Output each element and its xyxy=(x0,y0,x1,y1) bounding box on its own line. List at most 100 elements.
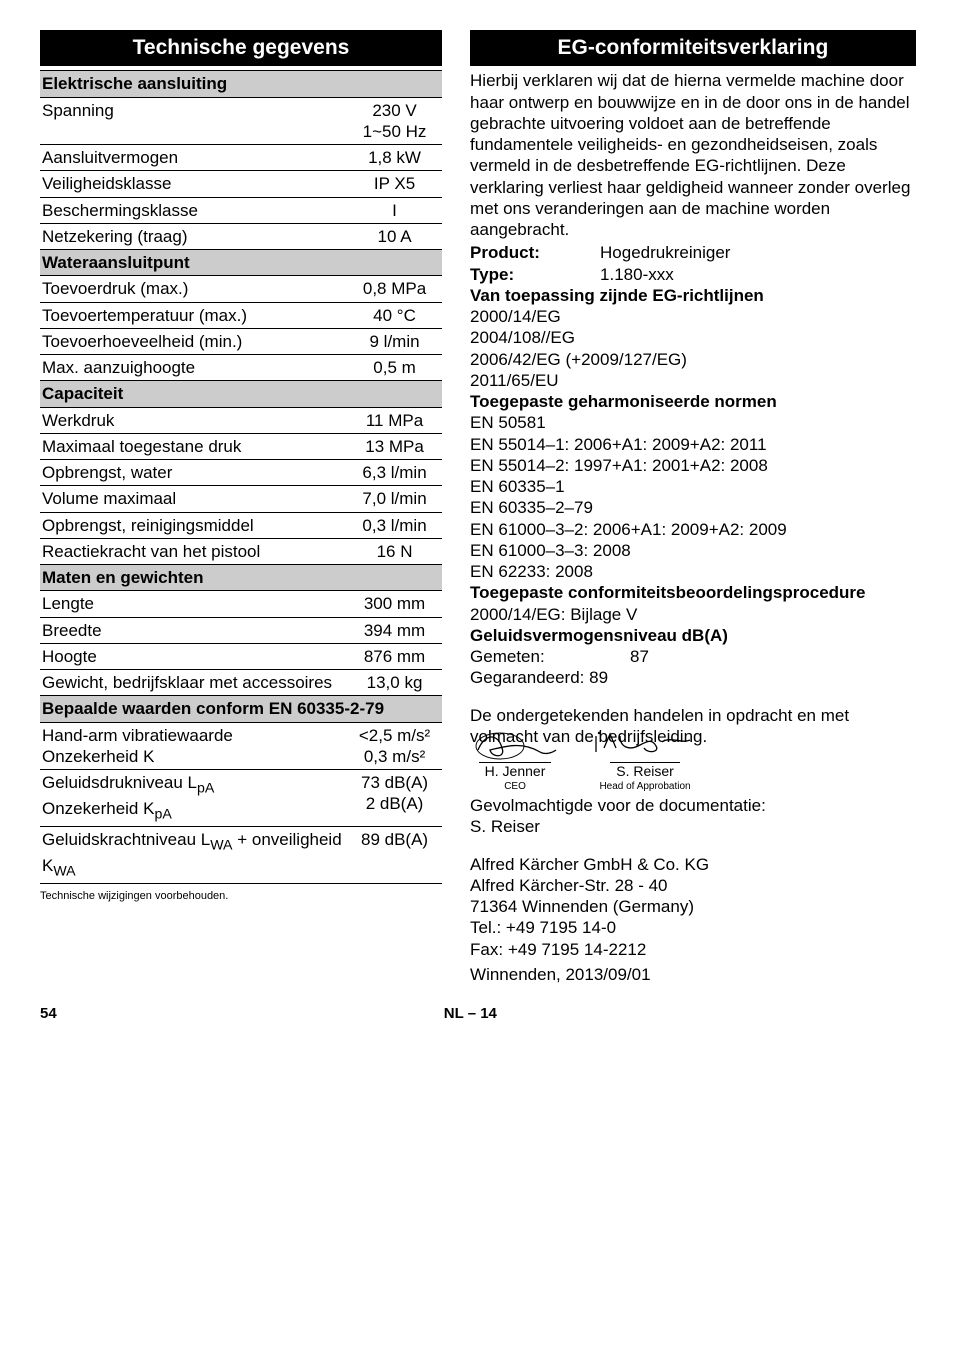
spec-row-label: Hoogte xyxy=(40,643,347,669)
list-item: EN 61000–3–3: 2008 xyxy=(470,540,916,561)
spec-row-label: Geluidsdrukniveau LpAOnzekerheid KpA xyxy=(40,770,347,827)
product-row: Product: Hogedrukreiniger xyxy=(470,242,916,263)
list-item: Fax: +49 7195 14-2212 xyxy=(470,939,916,960)
spec-row-value: I xyxy=(347,197,442,223)
spec-row-value: 73 dB(A)2 dB(A) xyxy=(347,770,442,827)
sound-measured-key: Gemeten: xyxy=(470,646,630,667)
signature-2-svg xyxy=(590,728,700,762)
list-item: 2011/65/EU xyxy=(470,370,916,391)
type-key: Type: xyxy=(470,264,600,285)
spec-row-value: 13,0 kg xyxy=(347,670,442,696)
spec-section-head: Wateraansluitpunt xyxy=(40,250,442,276)
spec-row-label: Lengte xyxy=(40,591,347,617)
spec-row-value: 16 N xyxy=(347,538,442,564)
company-block: Alfred Kärcher GmbH & Co. KGAlfred Kärch… xyxy=(470,854,916,960)
tech-footnote: Technische wijzigingen voorbehouden. xyxy=(40,890,442,904)
norms-head: Toegepaste geharmoniseerde normen xyxy=(470,391,916,412)
sound-measured-value: 87 xyxy=(630,646,649,667)
spec-row-label: Aansluitvermogen xyxy=(40,145,347,171)
spec-row-label: Volume maximaal xyxy=(40,486,347,512)
spec-row-label: Max. aanzuighoogte xyxy=(40,355,347,381)
spec-row-value: 40 °C xyxy=(347,302,442,328)
page-number: 54 xyxy=(40,1005,57,1024)
spec-row-value: 300 mm xyxy=(347,591,442,617)
list-item: EN 61000–3–2: 2006+A1: 2009+A2: 2009 xyxy=(470,519,916,540)
spec-row-value: 230 V1~50 Hz xyxy=(347,97,442,145)
spec-row-value: 394 mm xyxy=(347,617,442,643)
sound-head: Geluidsvermogensniveau dB(A) xyxy=(470,625,916,646)
directives-head: Van toepassing zijnde EG-richtlijnen xyxy=(470,285,916,306)
sig2-role: Head of Approbation xyxy=(599,781,690,794)
norms-list: EN 50581EN 55014–1: 2006+A1: 2009+A2: 20… xyxy=(470,412,916,582)
sig1-role: CEO xyxy=(504,781,526,794)
signature-2: S. Reiser Head of Approbation xyxy=(590,728,700,793)
list-item: EN 55014–1: 2006+A1: 2009+A2: 2011 xyxy=(470,434,916,455)
spec-section-head: Elektrische aansluiting xyxy=(40,71,442,97)
list-item: EN 50581 xyxy=(470,412,916,433)
auth-name: S. Reiser xyxy=(470,816,916,837)
spec-row-label: Opbrengst, reinigingsmiddel xyxy=(40,512,347,538)
spec-row-label: Toevoertemperatuur (max.) xyxy=(40,302,347,328)
page-mid: NL – 14 xyxy=(444,1005,497,1024)
type-row: Type: 1.180-xxx xyxy=(470,264,916,285)
spec-section-head: Bepaalde waarden conform EN 60335-2-79 xyxy=(40,696,442,722)
spec-table: Elektrische aansluitingSpanning230 V1~50… xyxy=(40,70,442,884)
page-footer: 54 NL – 14 xyxy=(40,1005,914,1024)
spec-row-value: 9 l/min xyxy=(347,328,442,354)
type-value: 1.180-xxx xyxy=(600,264,674,285)
spec-row-label: Gewicht, bedrijfsklaar met accessoires xyxy=(40,670,347,696)
list-item: EN 60335–2–79 xyxy=(470,497,916,518)
auth-text: Gevolmachtigde voor de documentatie: xyxy=(470,795,916,816)
sound-measured-row: Gemeten: 87 xyxy=(470,646,916,667)
intro-text: Hierbij verklaren wij dat de hierna verm… xyxy=(470,70,916,240)
signature-1-svg xyxy=(470,728,560,762)
conformity-head: Toegepaste conformiteitsbeoordelingsproc… xyxy=(470,582,916,603)
spec-row-label: Geluidskrachtniveau LWA + onveiligheid K… xyxy=(40,827,347,884)
spec-row-label: Toevoerhoeveelheid (min.) xyxy=(40,328,347,354)
spec-row-value: 6,3 l/min xyxy=(347,460,442,486)
spec-row-value: 1,8 kW xyxy=(347,145,442,171)
spec-section-head: Capaciteit xyxy=(40,381,442,407)
spec-row-value: 876 mm xyxy=(347,643,442,669)
spec-row-label: Netzekering (traag) xyxy=(40,223,347,249)
list-item: Alfred Kärcher GmbH & Co. KG xyxy=(470,854,916,875)
list-item: 2004/108//EG xyxy=(470,327,916,348)
spec-row-label: Toevoerdruk (max.) xyxy=(40,276,347,302)
spec-row-label: Spanning xyxy=(40,97,347,145)
spec-row-value: IP X5 xyxy=(347,171,442,197)
list-item: 71364 Winnenden (Germany) xyxy=(470,896,916,917)
spec-row-value: 0,5 m xyxy=(347,355,442,381)
left-section-title: Technische gegevens xyxy=(40,30,442,66)
list-item: Tel.: +49 7195 14-0 xyxy=(470,917,916,938)
spec-row-label: Beschermingsklasse xyxy=(40,197,347,223)
spec-row-value: 11 MPa xyxy=(347,407,442,433)
list-item: EN 62233: 2008 xyxy=(470,561,916,582)
sig2-name: S. Reiser xyxy=(610,762,680,781)
spec-section-head: Maten en gewichten xyxy=(40,565,442,591)
spec-row-label: Hand-arm vibratiewaardeOnzekerheid K xyxy=(40,722,347,770)
signature-row: H. Jenner CEO S. Reiser Head of Approbat… xyxy=(470,751,916,793)
spec-row-value: <2,5 m/s²0,3 m/s² xyxy=(347,722,442,770)
list-item: EN 55014–2: 1997+A1: 2001+A2: 2008 xyxy=(470,455,916,476)
spec-row-value: 10 A xyxy=(347,223,442,249)
spec-row-label: Reactiekracht van het pistool xyxy=(40,538,347,564)
spec-row-label: Werkdruk xyxy=(40,407,347,433)
spec-row-value: 0,8 MPa xyxy=(347,276,442,302)
sig1-name: H. Jenner xyxy=(479,762,552,781)
conformity-value: 2000/14/EG: Bijlage V xyxy=(470,604,916,625)
date-text: Winnenden, 2013/09/01 xyxy=(470,964,916,985)
right-section-title: EG-conformiteitsverklaring xyxy=(470,30,916,66)
list-item: EN 60335–1 xyxy=(470,476,916,497)
product-value: Hogedrukreiniger xyxy=(600,242,730,263)
directives-list: 2000/14/EG2004/108//EG2006/42/EG (+2009/… xyxy=(470,306,916,391)
spec-row-label: Opbrengst, water xyxy=(40,460,347,486)
sound-guaranteed: Gegarandeerd: 89 xyxy=(470,667,916,688)
signature-1: H. Jenner CEO xyxy=(470,728,560,793)
spec-row-label: Maximaal toegestane druk xyxy=(40,433,347,459)
product-key: Product: xyxy=(470,242,600,263)
spec-row-label: Veiligheidsklasse xyxy=(40,171,347,197)
spec-row-value: 0,3 l/min xyxy=(347,512,442,538)
list-item: Alfred Kärcher-Str. 28 - 40 xyxy=(470,875,916,896)
spec-row-label: Breedte xyxy=(40,617,347,643)
list-item: 2000/14/EG xyxy=(470,306,916,327)
